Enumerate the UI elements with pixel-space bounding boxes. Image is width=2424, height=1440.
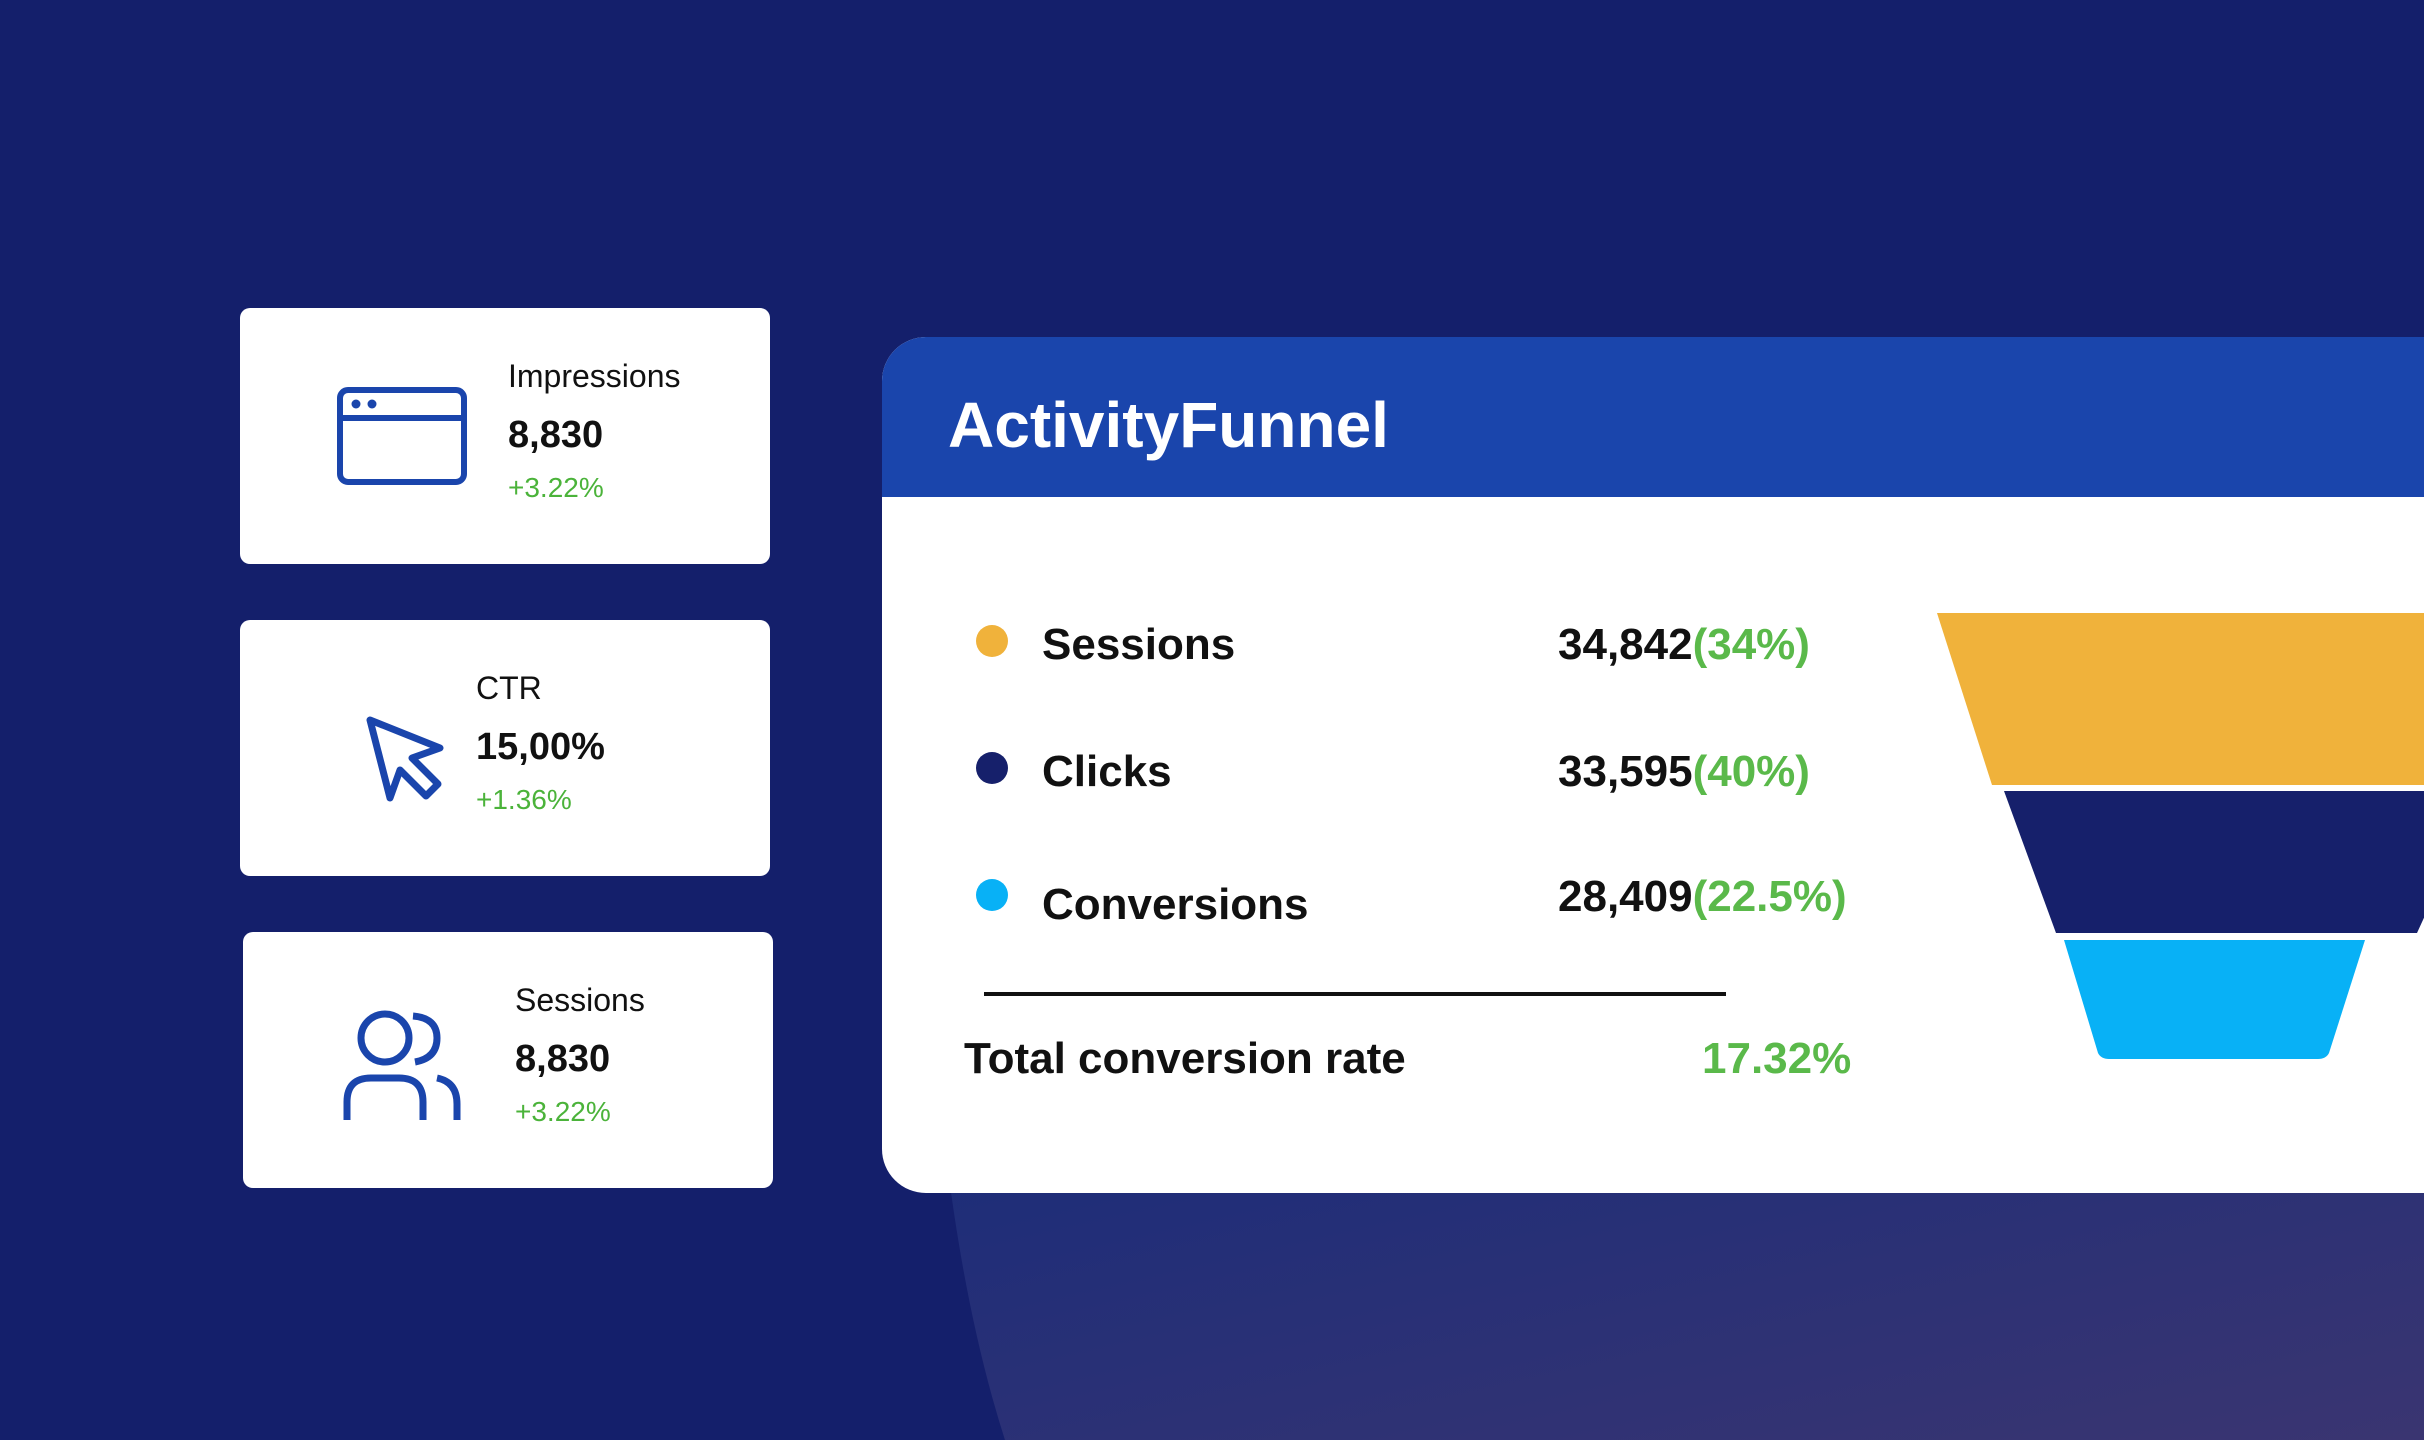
legend-value: 34,842(34%): [1558, 623, 1810, 667]
legend-label: Conversions: [1042, 880, 1309, 929]
funnel-chart: [1937, 613, 2424, 1059]
clicks-dot-icon: [976, 752, 1008, 784]
activity-funnel-panel: ActivityFunnel Sessions 34,842(34%) Clic…: [882, 337, 2424, 1193]
kpi-value: 8,830: [508, 414, 604, 456]
sessions-dot-icon: [976, 625, 1008, 657]
stage-percent: (40%): [1692, 747, 1810, 796]
legend-value: 33,595(40%): [1558, 750, 1810, 794]
legend-label: Clicks: [1042, 747, 1172, 796]
kpi-label: Sessions: [515, 982, 645, 1018]
kpi-card-sessions[interactable]: Sessions 8,830 +3.22%: [243, 932, 773, 1188]
funnel-stage-clicks: [2004, 791, 2424, 933]
funnel-stage-sessions: [1937, 613, 2424, 785]
funnel-title: ActivityFunnel: [948, 389, 1389, 461]
total-conversion-label: Total conversion rate: [964, 1034, 1406, 1083]
legend-label: Sessions: [1042, 620, 1236, 669]
kpi-card-impressions[interactable]: Impressions 8,830 +3.22%: [240, 308, 770, 564]
stage-count: 28,409: [1558, 872, 1693, 921]
conversions-dot-icon: [976, 879, 1008, 911]
kpi-text: CTR 15,00% +1.36%: [476, 672, 605, 814]
legend-row-conversions[interactable]: Conversions 28,409(22.5%): [882, 875, 1882, 937]
kpi-card-ctr[interactable]: CTR 15,00% +1.36%: [240, 620, 770, 876]
stage-percent: (34%): [1692, 620, 1810, 669]
funnel-header: ActivityFunnel: [882, 337, 2424, 497]
kpi-label: CTR: [476, 670, 542, 706]
total-divider: [984, 992, 1726, 996]
stage-count: 33,595: [1558, 747, 1693, 796]
kpi-value: 8,830: [515, 1038, 611, 1080]
kpi-value: 15,00%: [476, 726, 605, 768]
legend-row-clicks[interactable]: Clicks 33,595(40%): [882, 750, 1882, 810]
kpi-text: Sessions 8,830 +3.22%: [515, 984, 645, 1126]
kpi-change: +1.36%: [476, 784, 572, 815]
stage-count: 34,842: [1558, 620, 1693, 669]
stage-percent: (22.5%): [1692, 872, 1847, 921]
kpi-change: +3.22%: [508, 472, 604, 503]
browser-window-icon: [337, 387, 467, 485]
users-icon: [343, 1010, 461, 1120]
legend-value: 28,409(22.5%): [1558, 875, 1847, 919]
legend-row-sessions[interactable]: Sessions 34,842(34%): [882, 623, 1882, 683]
cursor-icon: [366, 716, 444, 802]
kpi-change: +3.22%: [515, 1096, 611, 1127]
kpi-text: Impressions 8,830 +3.22%: [508, 360, 681, 502]
kpi-label: Impressions: [508, 358, 681, 394]
total-conversion-value: 17.32%: [1702, 1034, 1852, 1083]
funnel-stage-conversions: [2064, 940, 2365, 1059]
